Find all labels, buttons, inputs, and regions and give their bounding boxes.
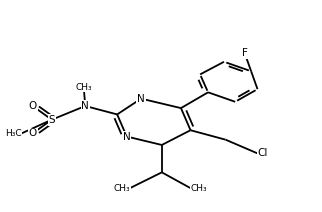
Text: Cl: Cl bbox=[258, 148, 268, 158]
Text: N: N bbox=[123, 131, 131, 142]
Text: O: O bbox=[29, 101, 37, 111]
Text: N: N bbox=[81, 101, 89, 111]
Text: F: F bbox=[242, 48, 248, 58]
Text: N: N bbox=[137, 94, 145, 104]
Text: CH₃: CH₃ bbox=[75, 82, 92, 92]
Text: CH₃: CH₃ bbox=[191, 184, 207, 193]
Text: CH₃: CH₃ bbox=[113, 184, 130, 193]
Text: H₃C: H₃C bbox=[5, 129, 22, 138]
Text: O: O bbox=[29, 128, 37, 138]
Text: S: S bbox=[49, 115, 55, 125]
